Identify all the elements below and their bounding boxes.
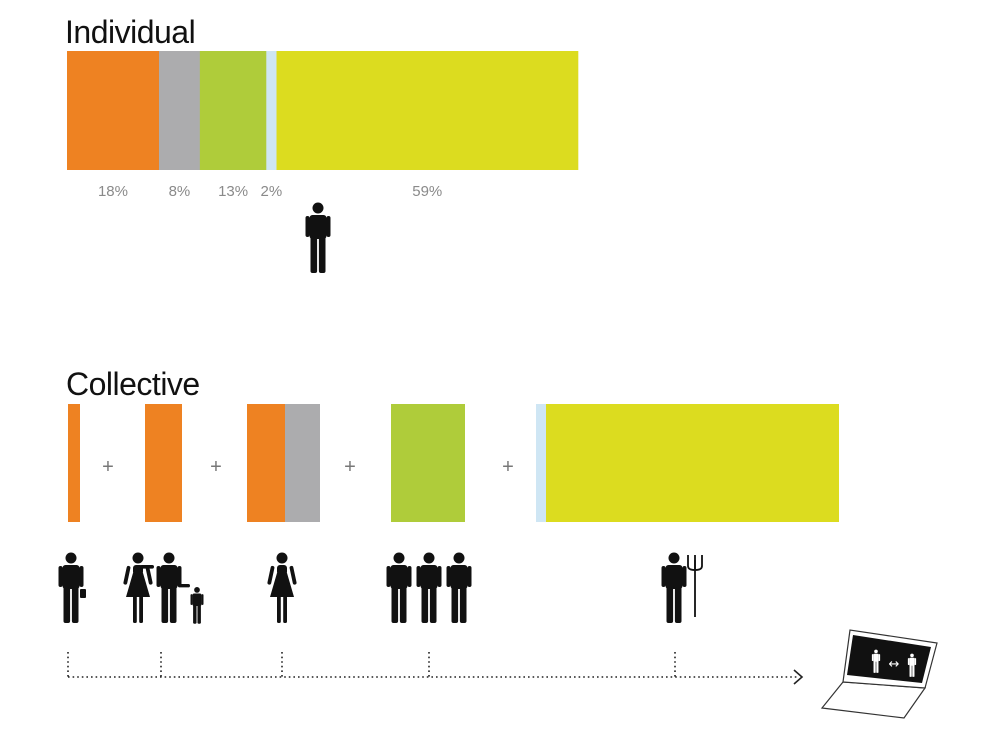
timeline-arrowhead — [793, 669, 804, 685]
plus-sign: + — [344, 456, 356, 478]
businessman-icon — [58, 552, 86, 623]
individual-segment-label: 13% — [218, 183, 248, 200]
individual-segment-label: 59% — [412, 183, 442, 200]
plus-sign: + — [502, 456, 514, 478]
collective-bar-5-yellow — [546, 404, 839, 522]
individual-segment-yellow — [276, 51, 579, 170]
collective-bar-3-orange — [247, 404, 285, 522]
group-of-three-icon — [386, 552, 472, 623]
exchange-arrow: ↔ — [889, 657, 900, 672]
individual-percent-labels: 18% 8% 13% 2% 59% — [98, 183, 442, 200]
collective-bar-5-lightblue — [536, 404, 546, 522]
collective-bar-3-gray — [285, 404, 320, 522]
family-icon — [123, 552, 204, 624]
individual-title: Individual — [65, 14, 196, 50]
collective-bar-4-green — [391, 404, 465, 522]
individual-segment-label: 8% — [169, 183, 191, 200]
collective-bar-2-orange — [145, 404, 182, 522]
individual-segment-orange — [67, 51, 160, 170]
timeline — [67, 652, 804, 685]
individual-segment-label: 18% — [98, 183, 128, 200]
people-exchange-icon: ↔ — [871, 649, 917, 677]
collective-bar-1-orange — [68, 404, 80, 522]
individual-segment-green — [199, 51, 267, 170]
woman-icon — [267, 552, 297, 623]
plus-sign: + — [102, 456, 114, 478]
individual-segment-gray — [158, 51, 201, 170]
individual-bar — [67, 51, 579, 170]
collective-title: Collective — [66, 366, 200, 402]
individual-segment-lightblue — [266, 51, 277, 170]
man-icon — [305, 202, 331, 273]
laptop-icon: ↔ — [820, 629, 938, 719]
farmer-with-pitchfork-icon — [661, 552, 703, 623]
plus-sign: + — [210, 456, 222, 478]
individual-segment-label: 2% — [261, 183, 283, 200]
